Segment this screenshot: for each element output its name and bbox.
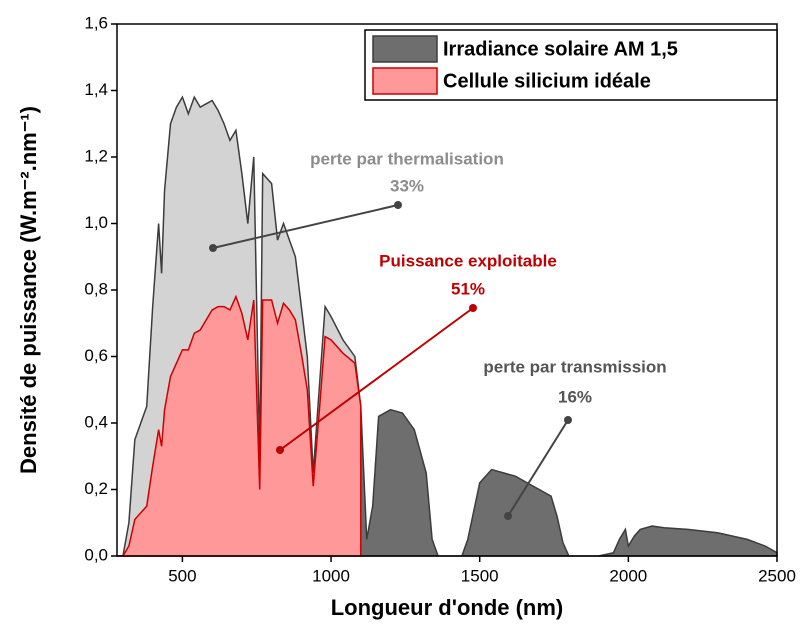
annotation-text: Puissance exploitable <box>379 251 557 270</box>
legend-label: Cellule silicium idéale <box>443 70 651 92</box>
legend-label: Irradiance solaire AM 1,5 <box>443 38 678 60</box>
y-tick-label: 1,6 <box>84 13 108 32</box>
cell-area <box>117 294 362 557</box>
y-tick-label: 1,4 <box>84 80 108 99</box>
x-tick-label: 2500 <box>758 566 796 585</box>
y-axis-label: Densité de puissance (W.m⁻².nm⁻¹) <box>16 106 41 474</box>
annotation-value: 51% <box>451 279 485 298</box>
x-tick-label: 500 <box>168 566 196 585</box>
annotation-line <box>279 307 474 451</box>
annotation-dot <box>469 304 477 312</box>
x-tick-label: 1500 <box>461 566 499 585</box>
irradiance-area-transmitted <box>360 406 777 556</box>
annotation-line <box>507 419 569 517</box>
y-tick-label: 1,2 <box>84 146 108 165</box>
annotation-dot <box>394 201 402 209</box>
y-tick-label: 0,0 <box>84 545 108 564</box>
y-tick-label: 0,6 <box>84 346 108 365</box>
legend-swatch <box>372 35 438 63</box>
y-tick-label: 0,2 <box>84 479 108 498</box>
x-axis-label: Longueur d'onde (nm) <box>331 595 564 620</box>
x-tick-label: 2000 <box>609 566 647 585</box>
annotation-text: perte par transmission <box>483 357 666 376</box>
annotation-line <box>212 204 399 249</box>
annotation-text: perte par thermalisation <box>310 149 504 168</box>
annotation-dot <box>276 446 284 454</box>
annotation-value: 33% <box>390 176 424 195</box>
annotation-dot <box>504 512 512 520</box>
x-tick-label: 1000 <box>312 566 350 585</box>
legend-swatch <box>372 67 438 95</box>
y-tick-label: 0,8 <box>84 279 108 298</box>
annotation-dot <box>209 244 217 252</box>
annotation-dot <box>564 416 572 424</box>
annotation-value: 16% <box>558 387 592 406</box>
y-tick-label: 0,4 <box>84 412 108 431</box>
y-tick-label: 1,0 <box>84 213 108 232</box>
